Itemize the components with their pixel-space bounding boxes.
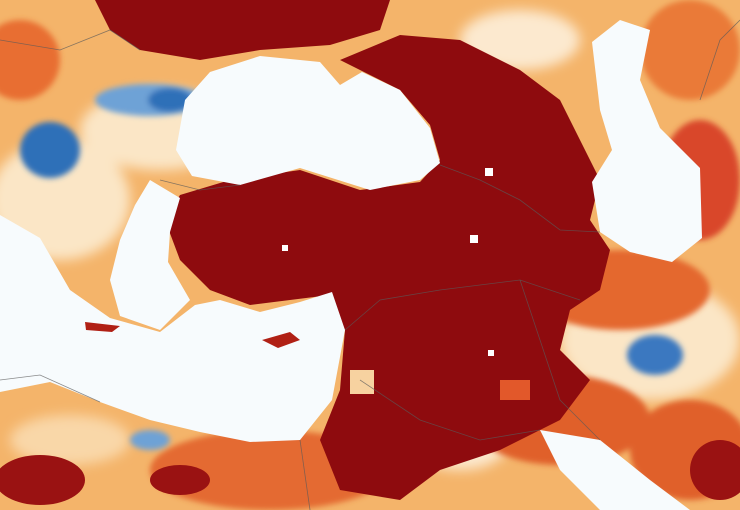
pixel — [470, 235, 478, 243]
border-line — [439, 164, 601, 233]
dark-red-region — [0, 455, 85, 505]
blue-patch — [130, 430, 170, 450]
pixel — [282, 245, 288, 251]
blue-patch — [627, 335, 683, 375]
border-line — [0, 29, 141, 51]
seas — [0, 20, 702, 510]
orange-patch — [640, 0, 740, 100]
dark-red-region — [690, 440, 740, 500]
border-line — [699, 19, 740, 101]
pixel — [488, 350, 494, 356]
aegean-sea — [110, 180, 190, 330]
pale-patch — [10, 415, 130, 465]
crete — [85, 322, 120, 332]
border-line — [344, 279, 581, 331]
caspian-sea — [592, 20, 702, 262]
border-line — [299, 439, 311, 510]
pixel — [500, 380, 530, 400]
dark-red-region — [150, 465, 210, 495]
border-line — [519, 279, 601, 441]
cyprus — [262, 332, 300, 348]
pixel — [350, 370, 374, 394]
black-sea — [176, 56, 440, 190]
border-line — [0, 374, 101, 403]
blue-areas — [20, 84, 683, 450]
orange-patch — [0, 20, 60, 100]
border-line — [159, 179, 241, 191]
dark-red-region — [95, 0, 390, 60]
border-line — [359, 379, 541, 441]
mediterranean-sea — [0, 215, 345, 442]
blue-patch — [20, 122, 80, 178]
blue-patch — [148, 88, 192, 112]
dark-red-region — [165, 35, 610, 500]
borders — [0, 19, 740, 510]
gulf — [540, 430, 690, 510]
pixel — [485, 168, 493, 176]
